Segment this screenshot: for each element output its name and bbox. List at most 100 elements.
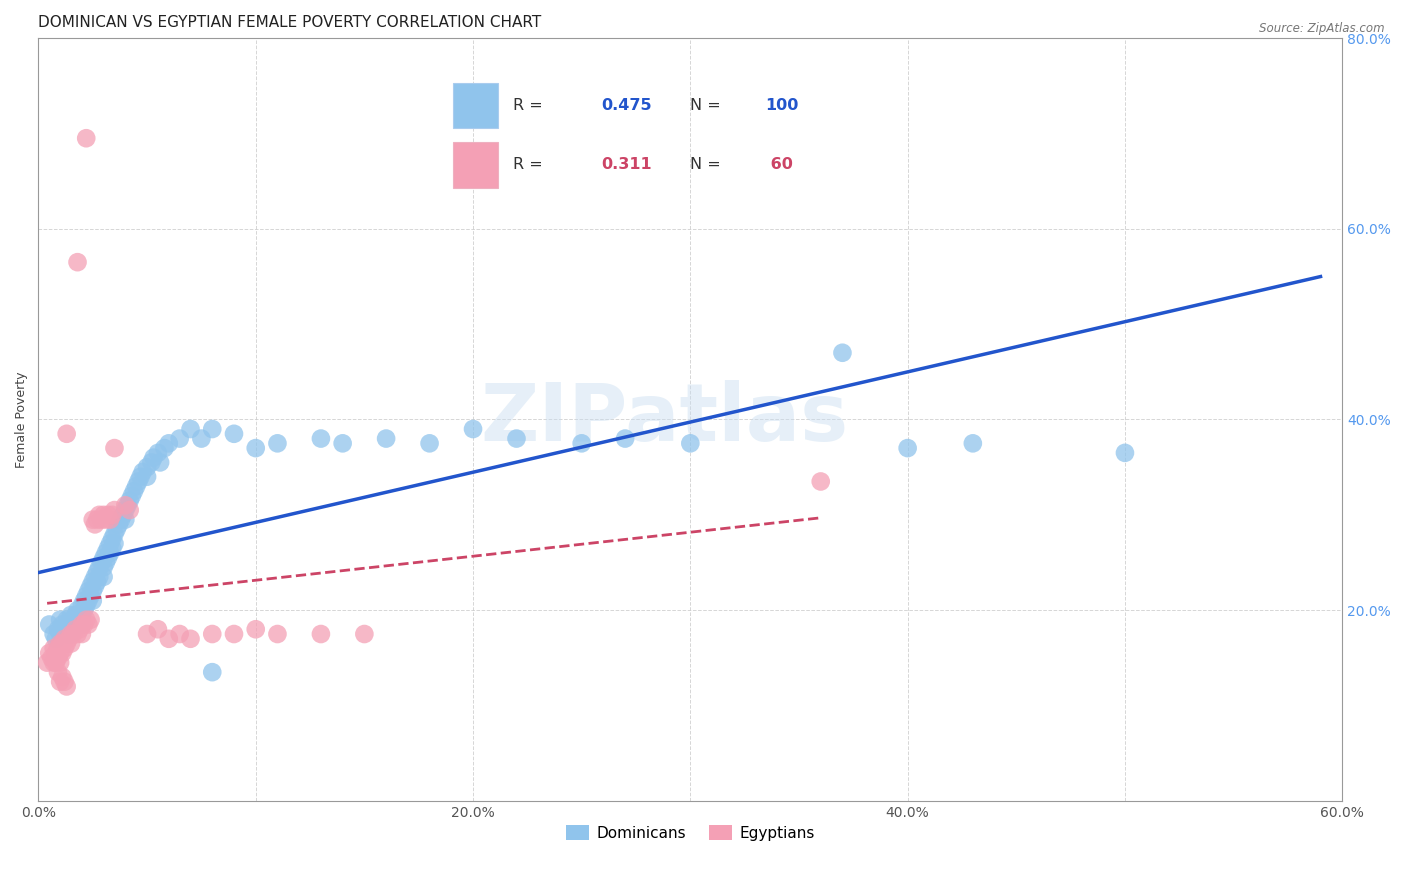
Point xyxy=(375,432,398,446)
Point xyxy=(962,436,984,450)
Point xyxy=(201,665,224,680)
Point xyxy=(153,441,176,455)
Point xyxy=(505,432,527,446)
Point xyxy=(266,627,288,641)
Point xyxy=(51,670,73,684)
Point xyxy=(101,532,124,546)
Point xyxy=(49,656,72,670)
Point xyxy=(46,665,69,680)
Point xyxy=(42,627,65,641)
Point xyxy=(117,498,139,512)
Text: DOMINICAN VS EGYPTIAN FEMALE POVERTY CORRELATION CHART: DOMINICAN VS EGYPTIAN FEMALE POVERTY COR… xyxy=(38,15,541,30)
Point xyxy=(94,513,117,527)
Point xyxy=(332,436,354,450)
Point xyxy=(101,508,124,522)
Point xyxy=(55,680,77,694)
Point xyxy=(141,455,163,469)
Point xyxy=(169,432,191,446)
Point xyxy=(679,436,702,450)
Point xyxy=(46,641,69,656)
Point xyxy=(82,593,104,607)
Point xyxy=(82,574,104,589)
Point xyxy=(98,513,121,527)
Point xyxy=(86,574,108,589)
Point xyxy=(114,498,136,512)
Point xyxy=(77,617,100,632)
Point xyxy=(53,674,76,689)
Point xyxy=(614,432,637,446)
Point xyxy=(37,656,59,670)
Point xyxy=(66,627,89,641)
Point xyxy=(419,436,441,450)
Point xyxy=(82,513,104,527)
Point xyxy=(49,646,72,660)
Point xyxy=(245,622,267,636)
Point xyxy=(266,436,288,450)
Point xyxy=(89,570,111,584)
Point xyxy=(53,641,76,656)
Point xyxy=(169,627,191,641)
Point xyxy=(45,646,67,660)
Point xyxy=(136,627,159,641)
Point xyxy=(89,560,111,574)
Point xyxy=(45,656,67,670)
Point xyxy=(897,441,920,455)
Point xyxy=(245,441,267,455)
Point xyxy=(51,646,73,660)
Point xyxy=(65,617,87,632)
Point xyxy=(136,460,159,475)
Point xyxy=(60,636,83,650)
Point xyxy=(180,422,202,436)
Point xyxy=(73,603,96,617)
Point xyxy=(132,465,155,479)
Point xyxy=(103,527,125,541)
Point xyxy=(118,493,141,508)
Point xyxy=(70,627,93,641)
Point xyxy=(157,436,180,450)
Point xyxy=(142,450,165,465)
Point xyxy=(810,475,832,489)
Point xyxy=(46,651,69,665)
Point xyxy=(65,622,87,636)
Point xyxy=(79,589,101,603)
Point xyxy=(53,622,76,636)
Point xyxy=(86,513,108,527)
Point xyxy=(84,579,107,593)
Point xyxy=(103,441,125,455)
Point xyxy=(55,636,77,650)
Point xyxy=(55,426,77,441)
Point xyxy=(89,508,111,522)
Point xyxy=(121,489,143,503)
Point xyxy=(90,513,112,527)
Point xyxy=(53,632,76,646)
Point xyxy=(75,599,97,613)
Point xyxy=(149,455,172,469)
Point xyxy=(353,627,375,641)
Point xyxy=(222,426,245,441)
Point xyxy=(70,617,93,632)
Point xyxy=(122,483,145,498)
Point xyxy=(93,550,115,565)
Point xyxy=(70,607,93,622)
Point xyxy=(62,627,84,641)
Point xyxy=(136,469,159,483)
Point xyxy=(79,579,101,593)
Point xyxy=(97,550,120,565)
Point xyxy=(69,607,91,622)
Point xyxy=(75,589,97,603)
Point xyxy=(60,627,83,641)
Point xyxy=(146,622,169,636)
Point xyxy=(60,617,83,632)
Point xyxy=(77,584,100,599)
Point xyxy=(73,593,96,607)
Point xyxy=(114,513,136,527)
Point xyxy=(69,622,91,636)
Point xyxy=(157,632,180,646)
Point xyxy=(127,475,149,489)
Point xyxy=(201,627,224,641)
Point xyxy=(1114,446,1136,460)
Point xyxy=(58,617,80,632)
Point xyxy=(62,622,84,636)
Point xyxy=(77,593,100,607)
Point xyxy=(38,617,60,632)
